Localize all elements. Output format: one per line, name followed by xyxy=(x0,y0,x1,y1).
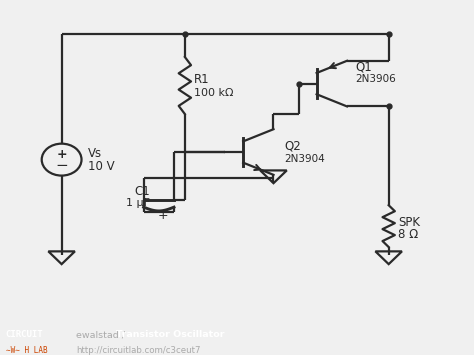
Text: Vs: Vs xyxy=(88,147,102,160)
Text: 2N3904: 2N3904 xyxy=(284,154,325,164)
Text: 8 Ω: 8 Ω xyxy=(398,228,419,241)
Text: 100 kΩ: 100 kΩ xyxy=(194,88,234,98)
Text: R1: R1 xyxy=(194,73,210,86)
Text: http://circuitlab.com/c3ceut7: http://circuitlab.com/c3ceut7 xyxy=(76,346,201,355)
Text: SPK: SPK xyxy=(398,216,420,229)
Text: ∼W∼ H LAB: ∼W∼ H LAB xyxy=(6,346,47,355)
Text: −: − xyxy=(55,158,68,173)
Text: +: + xyxy=(56,148,67,161)
Text: +: + xyxy=(157,209,168,222)
Text: Q2: Q2 xyxy=(284,140,301,153)
Text: CIRCUIT: CIRCUIT xyxy=(6,330,43,339)
Text: ewalstad /: ewalstad / xyxy=(76,330,128,339)
Text: 1 μF: 1 μF xyxy=(126,198,150,208)
Text: 2N3906: 2N3906 xyxy=(356,74,396,84)
Text: 10 V: 10 V xyxy=(88,160,115,173)
Text: Transistor Oscillator: Transistor Oscillator xyxy=(116,330,225,339)
Text: Q1: Q1 xyxy=(356,60,372,73)
Text: C1: C1 xyxy=(135,185,150,198)
